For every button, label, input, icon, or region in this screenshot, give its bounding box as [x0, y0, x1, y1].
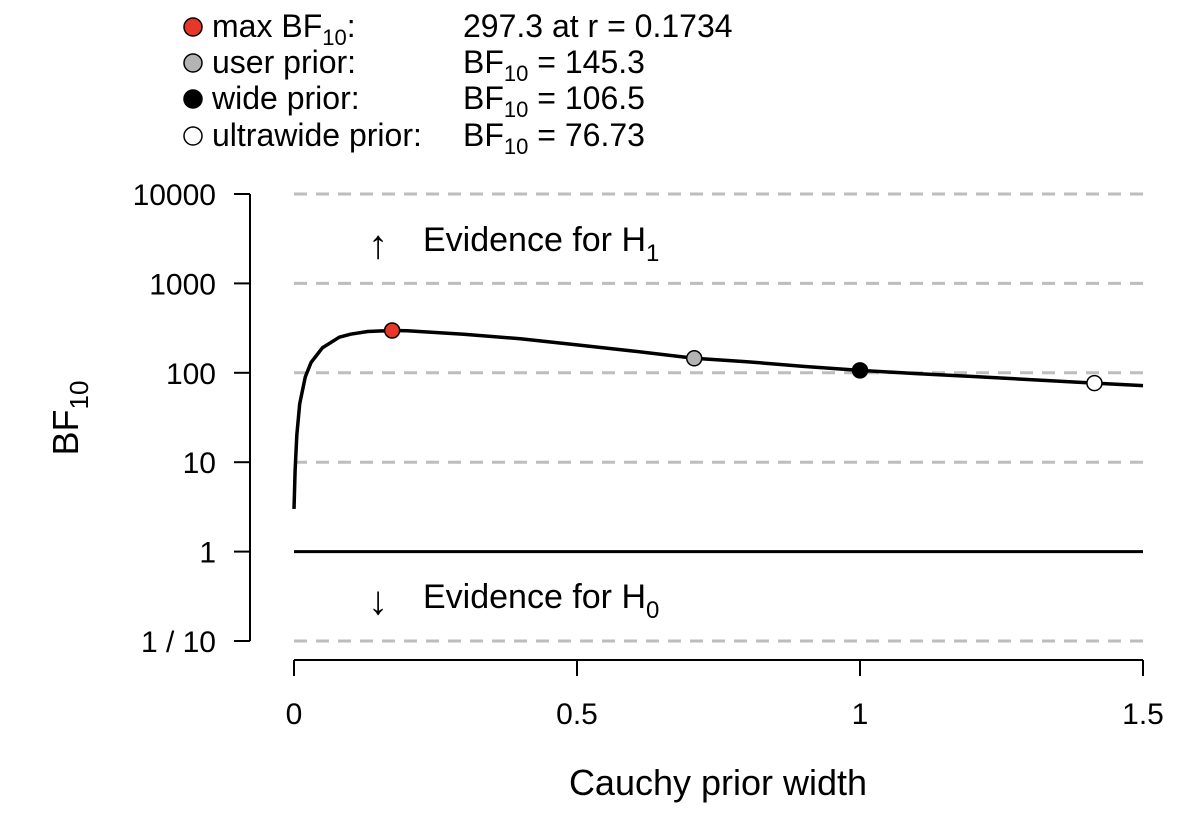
x-tick-label: 0.5 [556, 698, 598, 731]
x-tick-label: 0 [286, 698, 303, 731]
legend-label: user prior: [212, 44, 356, 80]
legend-value: BF10 = 106.5 [463, 80, 645, 122]
y-tick-label: 100 [166, 358, 216, 391]
legend: max BF10: 297.3 at r = 0.1734 user prior: B… [183, 8, 733, 159]
legend-marker [183, 126, 203, 146]
legend-label: wide prior: [211, 80, 360, 116]
evidence-h1-label: Evidence for H1 [423, 221, 659, 267]
grid-lines [294, 192, 1143, 643]
y-tick-label: 1000 [149, 268, 216, 301]
prior-point [685, 350, 703, 367]
legend-value: BF10 = 76.73 [463, 117, 645, 159]
y-tick-label: 10000 [133, 179, 216, 212]
up-arrow-icon: ↑ [368, 223, 388, 267]
legend-value: 297.3 at r = 0.1734 [463, 8, 733, 44]
legend-marker [183, 53, 203, 73]
x-tick-label: 1 [852, 698, 869, 731]
prior-point [851, 362, 869, 379]
legend-value: BF10 = 145.3 [463, 44, 645, 86]
evidence-h0-label: Evidence for H0 [423, 578, 659, 624]
prior-point [1086, 374, 1103, 392]
points-group [383, 322, 1103, 392]
x-tick-label: 1.5 [1122, 698, 1164, 731]
prior-point [383, 322, 401, 339]
legend-marker [183, 17, 203, 37]
y-tick-label: 1 [199, 537, 216, 570]
x-axis-label: Cauchy prior width [569, 762, 867, 803]
y-tick-label: 10 [183, 447, 216, 480]
legend-label: ultrawide prior: [212, 117, 422, 153]
y-axis-label: BF10 [45, 381, 94, 456]
legend-marker [183, 89, 203, 109]
legend-label: max BF10: [212, 8, 356, 50]
bf-curve [292, 328, 1144, 509]
down-arrow-icon: ↓ [368, 579, 388, 623]
y-tick-label: 1 / 10 [141, 626, 216, 659]
axes: 10000 1000 100 10 1 1 / 10 0 0.5 1 1.5 [133, 179, 1164, 731]
curve-group [292, 328, 1144, 509]
